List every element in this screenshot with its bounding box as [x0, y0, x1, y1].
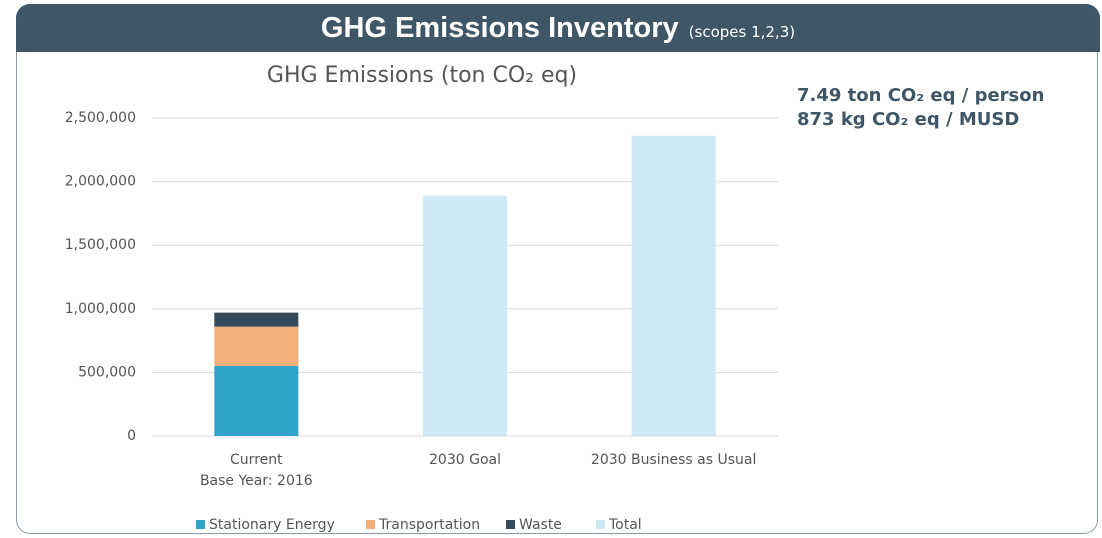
legend-label: Stationary Energy — [209, 517, 335, 533]
bar — [423, 195, 507, 436]
y-tick-label: 1,000,000 — [65, 301, 136, 317]
bar — [631, 135, 716, 437]
chart-title: GHG Emissions (ton CO₂ eq) — [267, 63, 577, 88]
legend-label: Transportation — [378, 517, 480, 533]
header-title: GHG Emissions Inventory — [320, 11, 679, 44]
y-tick-label: 2,000,000 — [65, 174, 136, 190]
bar — [214, 312, 299, 327]
legend-label: Waste — [519, 517, 562, 533]
x-tick-label: 2030 Business as Usual — [590, 452, 757, 468]
legend-swatch — [596, 520, 605, 529]
y-tick-label: 2,500,000 — [65, 110, 136, 126]
legend-swatch — [196, 520, 205, 529]
x-tick-label: 2030 Goal — [429, 452, 501, 468]
header-subtitle: (scopes 1,2,3) — [688, 23, 796, 41]
y-tick-label: 500,000 — [78, 364, 136, 380]
note: 873 kg CO₂ eq / MUSD — [797, 109, 1020, 130]
header: GHG Emissions Inventory (scopes 1,2,3) — [16, 4, 1100, 52]
card — [16, 4, 1098, 534]
x-tick-label: Current Base Year: 2016 — [199, 452, 313, 489]
notes: 7.49 ton CO₂ eq / person 873 kg CO₂ eq /… — [797, 84, 1044, 132]
bar — [214, 326, 299, 367]
y-tick-label: 0 — [127, 428, 136, 444]
y-tick-label: 1,500,000 — [65, 237, 136, 253]
legend-swatch — [366, 520, 375, 529]
note: 7.49 ton CO₂ eq / person — [797, 85, 1045, 106]
bar — [214, 366, 299, 436]
legend-label: Total — [608, 517, 642, 533]
legend-swatch — [506, 520, 515, 529]
